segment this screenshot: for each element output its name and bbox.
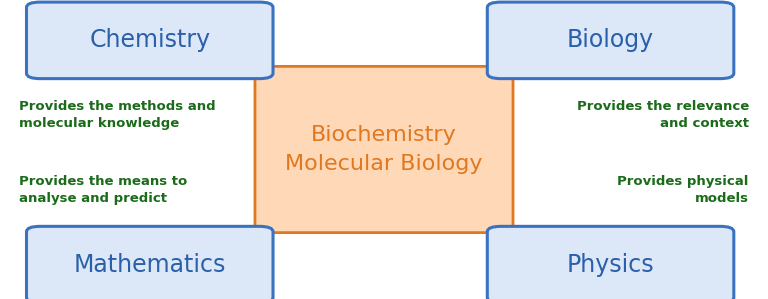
FancyBboxPatch shape (488, 226, 734, 299)
Text: Provides the means to
analyse and predict: Provides the means to analyse and predic… (19, 175, 187, 205)
Text: Biology: Biology (567, 28, 654, 52)
FancyBboxPatch shape (27, 226, 273, 299)
Text: Mathematics: Mathematics (74, 253, 226, 277)
Text: Provides physical
models: Provides physical models (617, 175, 749, 205)
Text: Biochemistry
Molecular Biology: Biochemistry Molecular Biology (285, 125, 483, 174)
FancyBboxPatch shape (27, 2, 273, 79)
Text: Chemistry: Chemistry (89, 28, 210, 52)
Text: Provides the relevance
and context: Provides the relevance and context (577, 100, 749, 130)
Text: Provides the methods and
molecular knowledge: Provides the methods and molecular knowl… (19, 100, 216, 130)
Text: Physics: Physics (567, 253, 654, 277)
FancyBboxPatch shape (255, 66, 513, 233)
FancyBboxPatch shape (488, 2, 734, 79)
